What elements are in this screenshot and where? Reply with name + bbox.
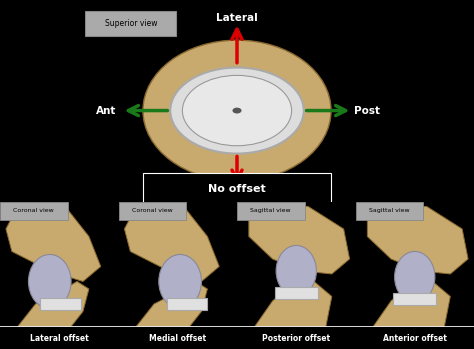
Text: Anterior offset: Anterior offset bbox=[383, 334, 447, 343]
Circle shape bbox=[394, 251, 435, 303]
FancyBboxPatch shape bbox=[167, 298, 207, 310]
Text: Sagittal view: Sagittal view bbox=[250, 208, 291, 214]
Text: No offset: No offset bbox=[208, 184, 266, 194]
FancyBboxPatch shape bbox=[393, 294, 436, 305]
Polygon shape bbox=[124, 207, 219, 281]
FancyBboxPatch shape bbox=[216, 157, 258, 205]
Circle shape bbox=[182, 75, 292, 146]
Text: Posterior offset: Posterior offset bbox=[262, 334, 330, 343]
FancyBboxPatch shape bbox=[275, 288, 318, 299]
Circle shape bbox=[232, 107, 242, 113]
FancyBboxPatch shape bbox=[0, 202, 67, 220]
Text: Sagittal view: Sagittal view bbox=[369, 208, 410, 214]
FancyBboxPatch shape bbox=[0, 327, 119, 349]
FancyBboxPatch shape bbox=[85, 11, 176, 36]
FancyBboxPatch shape bbox=[143, 173, 331, 205]
Text: Coronal view: Coronal view bbox=[13, 208, 54, 214]
Polygon shape bbox=[373, 281, 450, 349]
Polygon shape bbox=[6, 207, 100, 281]
Text: Ant: Ant bbox=[96, 105, 117, 116]
FancyBboxPatch shape bbox=[354, 327, 474, 349]
Circle shape bbox=[276, 245, 316, 297]
FancyBboxPatch shape bbox=[236, 327, 356, 349]
FancyBboxPatch shape bbox=[40, 298, 81, 310]
Polygon shape bbox=[255, 281, 332, 349]
Text: Post: Post bbox=[355, 105, 381, 116]
Circle shape bbox=[28, 254, 71, 309]
Polygon shape bbox=[137, 281, 207, 349]
Polygon shape bbox=[18, 281, 89, 349]
Text: Lateral offset: Lateral offset bbox=[30, 334, 89, 343]
Text: Superior view: Superior view bbox=[105, 18, 157, 28]
Polygon shape bbox=[367, 207, 468, 274]
FancyBboxPatch shape bbox=[356, 202, 423, 220]
Text: Coronal view: Coronal view bbox=[132, 208, 173, 214]
FancyBboxPatch shape bbox=[118, 202, 186, 220]
FancyBboxPatch shape bbox=[117, 327, 238, 349]
Text: Medial offset: Medial offset bbox=[149, 334, 206, 343]
Ellipse shape bbox=[143, 40, 331, 181]
FancyBboxPatch shape bbox=[237, 202, 304, 220]
Circle shape bbox=[159, 254, 201, 309]
Polygon shape bbox=[249, 207, 349, 274]
Text: Lateral: Lateral bbox=[216, 13, 258, 23]
Circle shape bbox=[170, 68, 304, 154]
Text: Medial: Medial bbox=[217, 187, 257, 196]
